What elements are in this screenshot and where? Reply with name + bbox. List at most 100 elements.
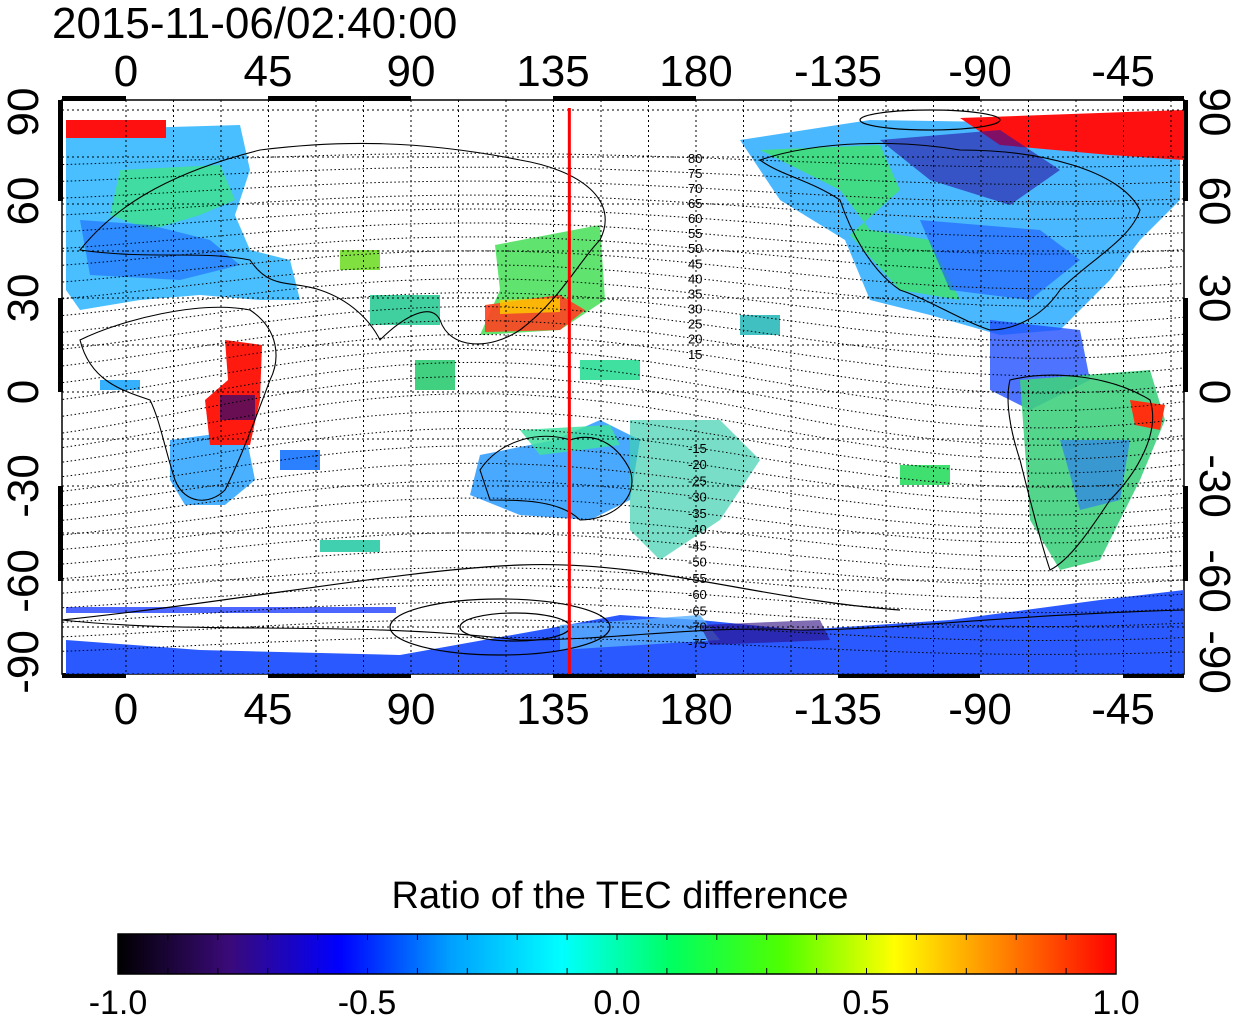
contour-label: 20: [688, 332, 702, 347]
tec-region-pacific-sw: [630, 420, 760, 560]
tec-region-arctic-dark: [880, 130, 1060, 205]
magnetic-contour: [62, 393, 1184, 460]
tec-region-antarctica-light: [560, 615, 720, 650]
tec-region-east-asia-yellow: [500, 298, 560, 314]
magnetic-contour: [62, 306, 1184, 359]
magnetic-contour: [62, 445, 1184, 502]
colorbar-tick-label: 0.5: [842, 984, 890, 1022]
bottom-lon-tick: 0: [113, 685, 139, 734]
tec-region-antarctica-dark: [700, 620, 830, 645]
top-lon-tick: 45: [243, 47, 293, 96]
tec-region-na-green: [760, 145, 960, 300]
magnetic-contour: [62, 410, 1184, 474]
tec-patch: [580, 360, 640, 380]
contour-label: -25: [688, 473, 707, 488]
magnetic-contour: [62, 497, 1184, 544]
contour-label: -45: [688, 538, 707, 553]
tec-region-arctic-red: [66, 120, 166, 138]
bottom-lon-tick: 45: [243, 685, 293, 734]
bottom-lon-tick: -90: [948, 685, 1012, 734]
contour-label: 65: [688, 196, 702, 211]
contour-label: 25: [688, 317, 702, 332]
colorbar-tick-label: 0.0: [593, 984, 641, 1022]
magnetic-contour: [62, 515, 1184, 558]
tec-region-south-strip: [66, 607, 396, 613]
magnetic-contour: [62, 292, 1184, 342]
timestamp-title: 2015-11-06/02:40:00: [52, 0, 458, 48]
colorbar-title: Ratio of the TEC difference: [391, 875, 849, 917]
coastlines: [62, 142, 1184, 641]
magnetic-contour: [62, 532, 1184, 572]
tec-patch: [100, 380, 140, 390]
contour-label: 40: [688, 271, 702, 286]
coast-south-america: [1007, 374, 1154, 571]
magnetic-contour: [62, 361, 1184, 429]
contour-label: -15: [688, 441, 707, 456]
lat-lon-grid: [62, 100, 1184, 674]
contour-label: 55: [688, 226, 702, 241]
coast-north-america: [758, 142, 1141, 331]
contour-label: -70: [688, 620, 707, 635]
bottom-lon-tick: 180: [659, 685, 733, 734]
frame-border-bars: [58, 96, 1188, 678]
coast-eurasia: [78, 142, 606, 345]
tec-region-europe-blue: [80, 220, 240, 280]
contour-label: 45: [688, 256, 702, 271]
magnetic-contour: [62, 333, 1184, 394]
magnetic-contour: [62, 347, 1184, 412]
magnetic-contour: [62, 250, 1184, 290]
coast-africa: [79, 306, 277, 501]
top-lon-tick: 135: [516, 47, 590, 96]
top-lon-tick: -45: [1091, 47, 1155, 96]
tec-patch: [415, 360, 455, 390]
colorbar-tick-label: -0.5: [337, 984, 397, 1022]
contour-label: -55: [688, 571, 707, 586]
magnetic-equator-ovals: [62, 109, 1001, 656]
contour-label: 70: [688, 181, 702, 196]
contour-label: -65: [688, 603, 707, 618]
contour-label: 15: [688, 347, 702, 362]
tec-region-na-blue: [920, 220, 1080, 300]
tec-patch: [340, 250, 380, 270]
contour-label: 75: [688, 166, 702, 181]
contour-label: -60: [688, 587, 707, 602]
contour-label: 80: [688, 151, 702, 166]
contour-label: -50: [688, 555, 707, 570]
contour-label: 35: [688, 287, 702, 302]
colorbar-tick-label: -1.0: [88, 984, 148, 1022]
tec-region-sa-red: [1130, 400, 1165, 430]
contour-label: 60: [688, 211, 702, 226]
magnetic-latitude-contours: [62, 152, 1184, 655]
colorbar-tick-label: 1.0: [1092, 984, 1140, 1022]
bottom-lon-tick: 135: [516, 685, 590, 734]
tec-patch: [280, 450, 320, 470]
top-lon-tick: -90: [948, 47, 1012, 96]
contour-label: -40: [688, 522, 707, 537]
coast-antarctica: [62, 609, 1184, 641]
top-lon-tick: 90: [386, 47, 436, 96]
contour-label: 50: [688, 241, 702, 256]
bottom-lon-tick: -135: [793, 685, 883, 734]
magnetic-contour: [62, 480, 1184, 530]
colorbar: [117, 933, 1117, 975]
top-lon-tick: -135: [793, 47, 883, 96]
coast-australia: [479, 435, 633, 521]
bottom-lon-tick: -45: [1091, 685, 1155, 734]
magnetic-contour: [62, 264, 1184, 307]
magnetic-contour: [62, 278, 1184, 324]
magnetic-contour: [62, 320, 1184, 377]
contour-label: -30: [688, 490, 707, 505]
tec-region-arctic-na-red: [960, 110, 1184, 160]
tec-region-europe-green: [110, 165, 235, 230]
tec-patch: [320, 540, 380, 552]
tec-patch: [740, 315, 780, 335]
tec-patch: [900, 465, 950, 485]
colorbar-minor-ticks: [167, 934, 1067, 974]
contour-label: -35: [688, 506, 707, 521]
magnetic-contour: [62, 375, 1184, 446]
top-lon-tick: 0: [113, 47, 139, 96]
bottom-lon-tick: 90: [386, 685, 436, 734]
tec-region-sa-blue: [1060, 440, 1130, 510]
